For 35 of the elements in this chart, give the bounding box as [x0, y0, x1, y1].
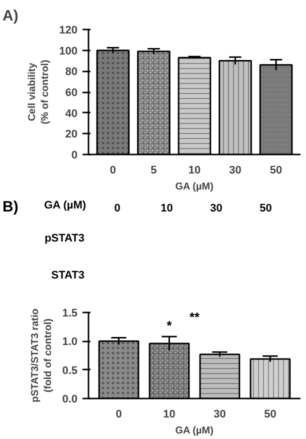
category-label: 10	[160, 202, 173, 214]
annotation: **	[189, 310, 200, 325]
x-tick-label: 10	[163, 408, 176, 420]
annotation: *	[166, 318, 173, 334]
y-tick-label: 120	[59, 24, 78, 36]
text: STAT3	[51, 270, 85, 282]
category-label: 50	[260, 202, 272, 214]
y-tick-label: 60	[65, 87, 78, 99]
x-tick-label: 0	[116, 408, 122, 420]
y-tick-label: 100	[59, 45, 78, 58]
y-tick-label: 1.0	[62, 336, 78, 348]
x-tick-label: 50	[270, 164, 282, 176]
x-tick-label: 50	[264, 408, 276, 420]
y-axis-title: pSTAT3/STAT3 ratio (fold of control)	[30, 308, 54, 402]
category-label: 0	[114, 202, 120, 214]
y-tick-label: 1.5	[62, 308, 78, 320]
y-tick-label: 40	[65, 108, 78, 120]
text: A)	[2, 8, 18, 24]
x-axis-title: GA (µM)	[175, 182, 214, 192]
x-tick-label: 30	[214, 408, 226, 420]
y-tick-label: 20	[65, 128, 78, 141]
text: pSTAT3	[44, 232, 85, 244]
text: GA (µM)	[44, 200, 86, 212]
x-tick-label: 10	[188, 164, 201, 176]
text: B)	[2, 198, 18, 216]
x-axis-title: GA (µM)	[175, 426, 214, 436]
y-tick-label: 80	[65, 66, 78, 78]
y-axis-title: Cell viability (% of control)	[26, 60, 52, 124]
category-label: 30	[210, 202, 222, 214]
x-tick-label: 30	[229, 164, 242, 176]
y-tick-label: 0	[71, 150, 78, 162]
x-tick-label: 5	[150, 164, 157, 176]
y-tick-label: 0.0	[62, 394, 78, 406]
y-tick-label: 0.5	[62, 364, 78, 377]
x-tick-label: 0	[110, 164, 116, 176]
